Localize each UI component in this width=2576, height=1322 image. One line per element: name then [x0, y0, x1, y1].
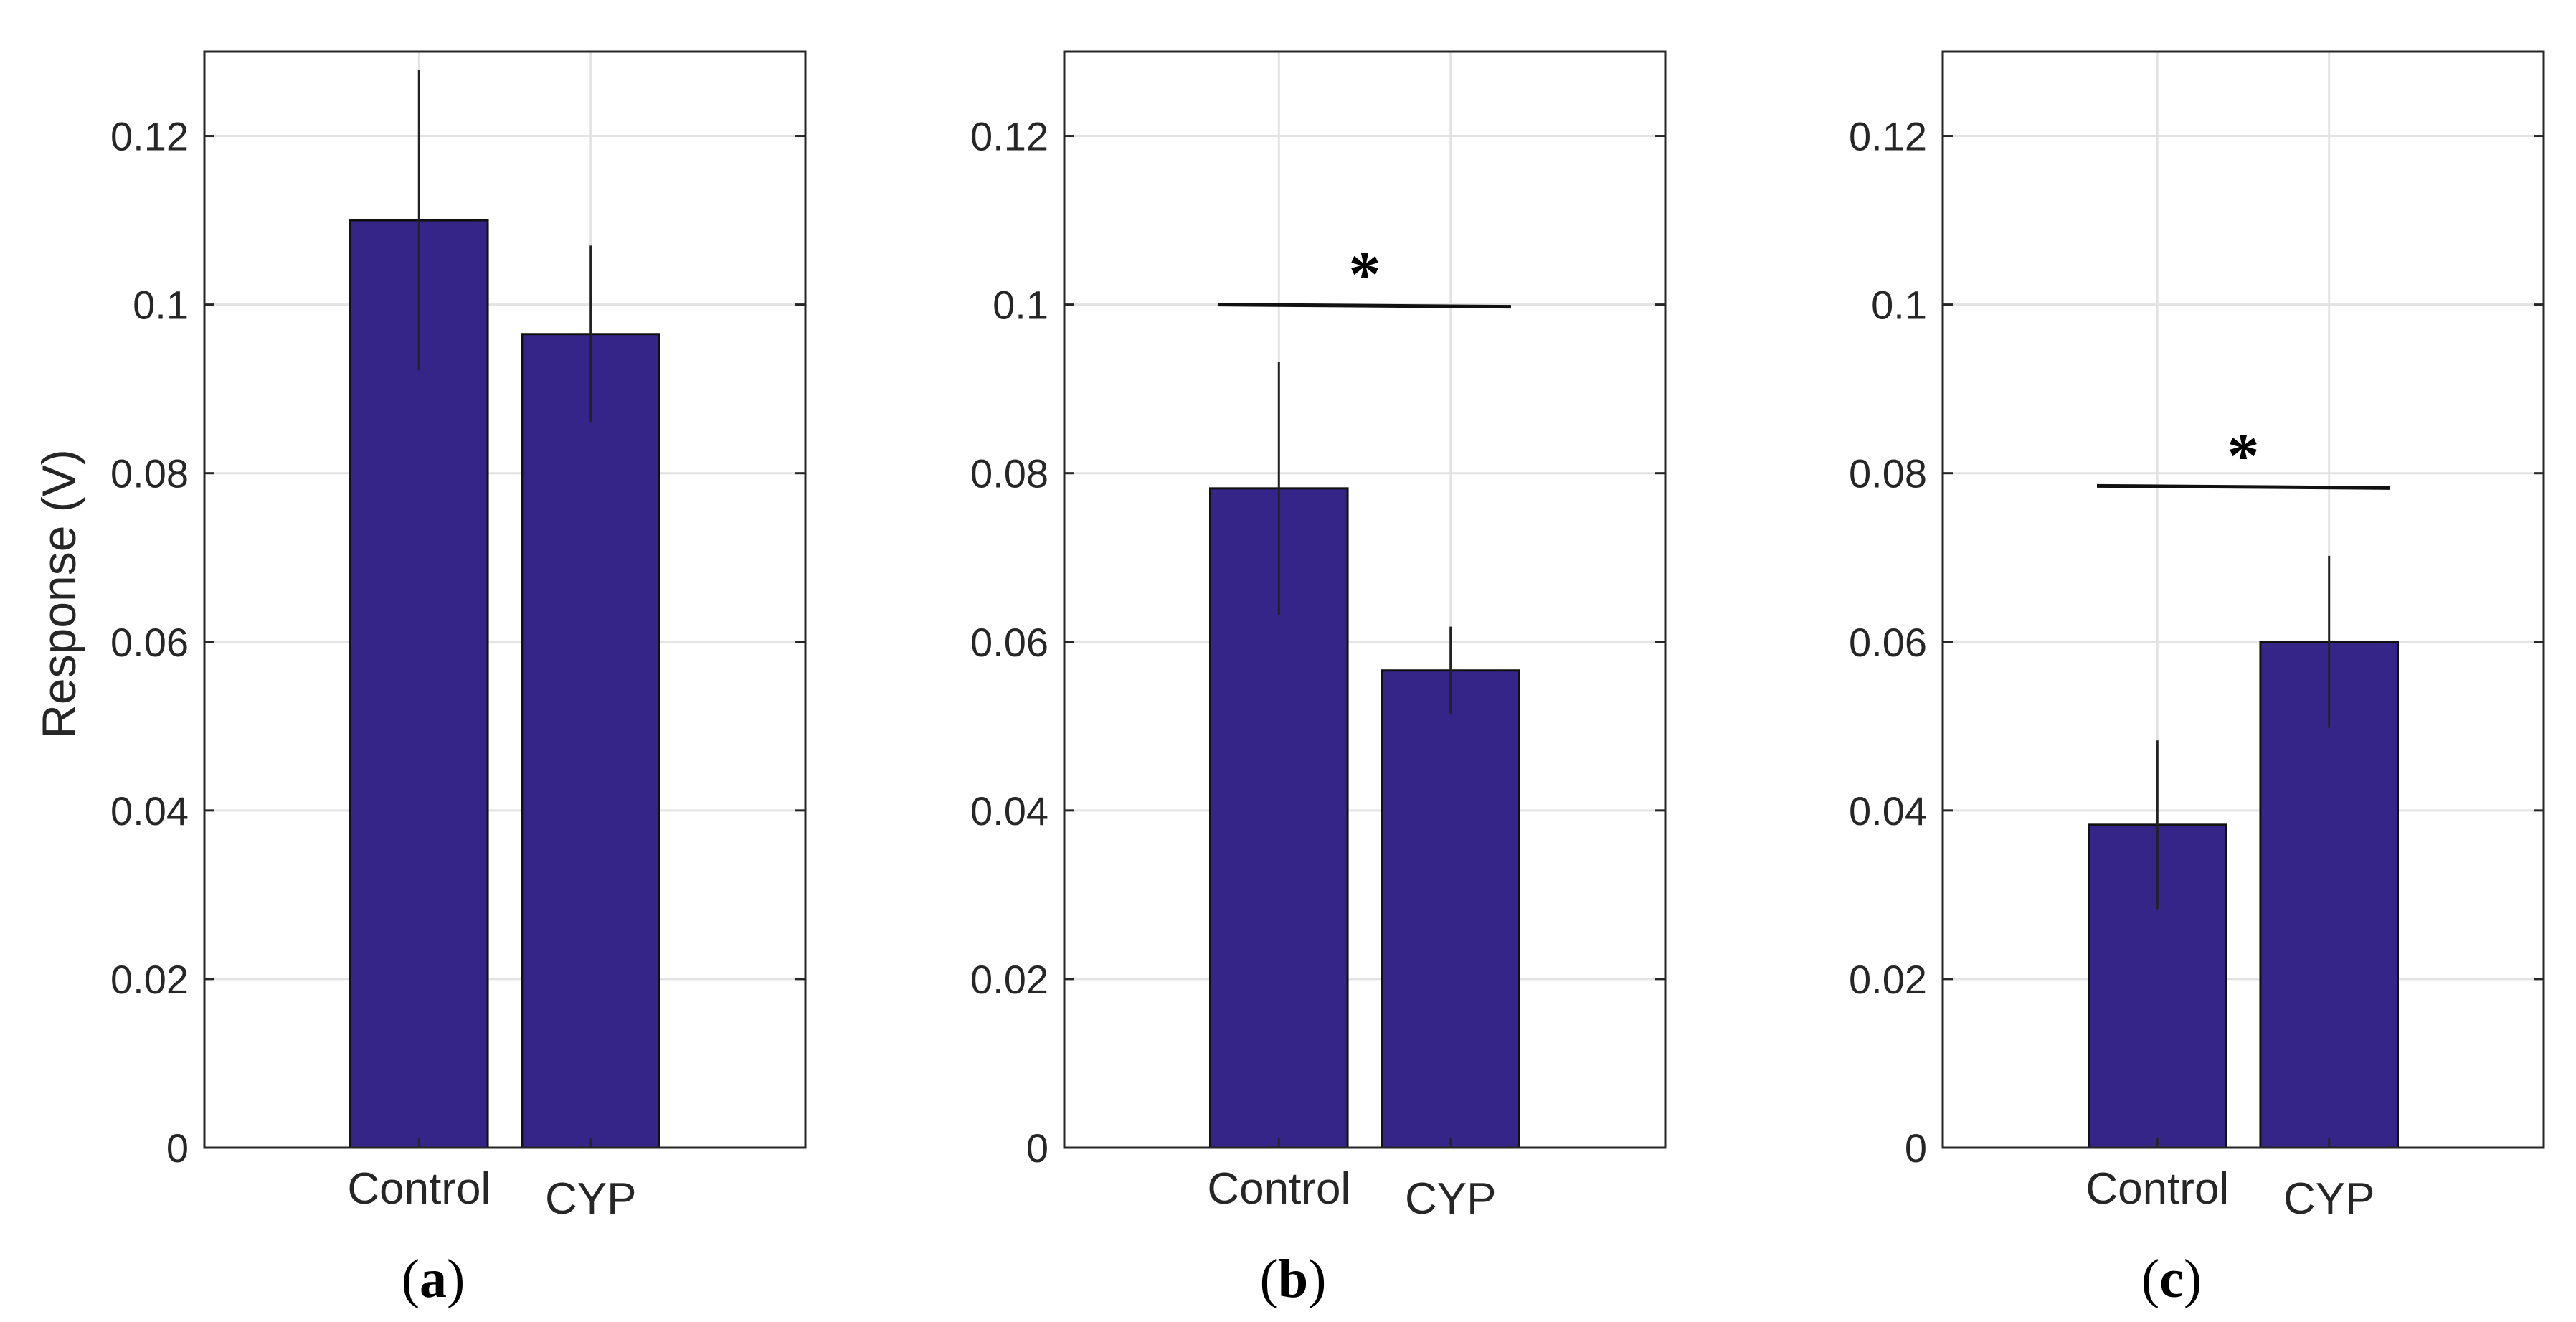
y-tick-label: 0.08 [1849, 451, 1927, 496]
significance-line [2096, 483, 2390, 490]
y-tick-label: 0.12 [1849, 114, 1927, 159]
y-tick-label: 0.06 [110, 620, 189, 665]
significance-star: * [1349, 240, 1381, 311]
y-tick-label: 0.12 [970, 114, 1048, 159]
axes-box [203, 50, 807, 1149]
panel-label: (a) [402, 1249, 465, 1309]
y-tick-label: 0 [1026, 1125, 1048, 1171]
y-tick-label: 0 [166, 1125, 189, 1171]
y-tick-label: 0.04 [1849, 788, 1927, 834]
x-tick-label: CYP [2283, 1174, 2374, 1224]
y-tick-label: 0.04 [970, 788, 1048, 834]
panel-a: 0 0.02 0.04 0.06 0.08 0.1 0.12 Control CYP (a) [110, 50, 807, 1309]
panel-label: (c) [2141, 1249, 2202, 1309]
y-tick-label: 0.1 [1871, 283, 1927, 328]
y-tick-label: 0.1 [133, 283, 189, 328]
panel-c: 0 0.02 0.04 0.06 0.08 0.1 0.12 Control CYP * (c) [1849, 50, 2545, 1309]
x-tick-label: CYP [1405, 1174, 1496, 1224]
axes-box [1063, 50, 1667, 1149]
panel-label: (b) [1260, 1249, 1327, 1309]
bar-cyp [521, 333, 660, 1149]
x-tick-label: CYP [545, 1174, 636, 1224]
plot-area [1943, 52, 2544, 1148]
y-tick-label: 0.06 [1849, 620, 1927, 665]
plot-area [204, 52, 805, 1148]
axes-box [1941, 50, 2545, 1149]
y-tick-label: 0.08 [970, 451, 1048, 496]
significance-line [1218, 303, 1512, 309]
significance-star: * [2227, 420, 2260, 491]
y-tick-label: 0.02 [1849, 957, 1927, 1002]
bar-control [349, 219, 489, 1149]
x-tick-label: Control [1207, 1164, 1350, 1214]
x-tick-label: Control [2085, 1164, 2229, 1214]
y-tick-label: 0.04 [110, 788, 189, 834]
y-tick-label: 0.08 [110, 451, 189, 496]
y-tick-label: 0.02 [970, 957, 1048, 1002]
y-tick-label: 0.02 [110, 957, 189, 1002]
y-tick-label: 0.1 [993, 283, 1048, 328]
plot-area [1064, 52, 1665, 1148]
panel-b: 0 0.02 0.04 0.06 0.08 0.1 0.12 Control CYP * (b) [970, 50, 1667, 1309]
bar-cyp [1381, 669, 1520, 1149]
y-tick-label: 0 [1905, 1125, 1927, 1171]
y-tick-label: 0.12 [110, 114, 189, 159]
y-tick-label: 0.06 [970, 620, 1048, 665]
y-axis-label: Response (V) [32, 449, 85, 739]
x-tick-label: Control [347, 1164, 491, 1214]
